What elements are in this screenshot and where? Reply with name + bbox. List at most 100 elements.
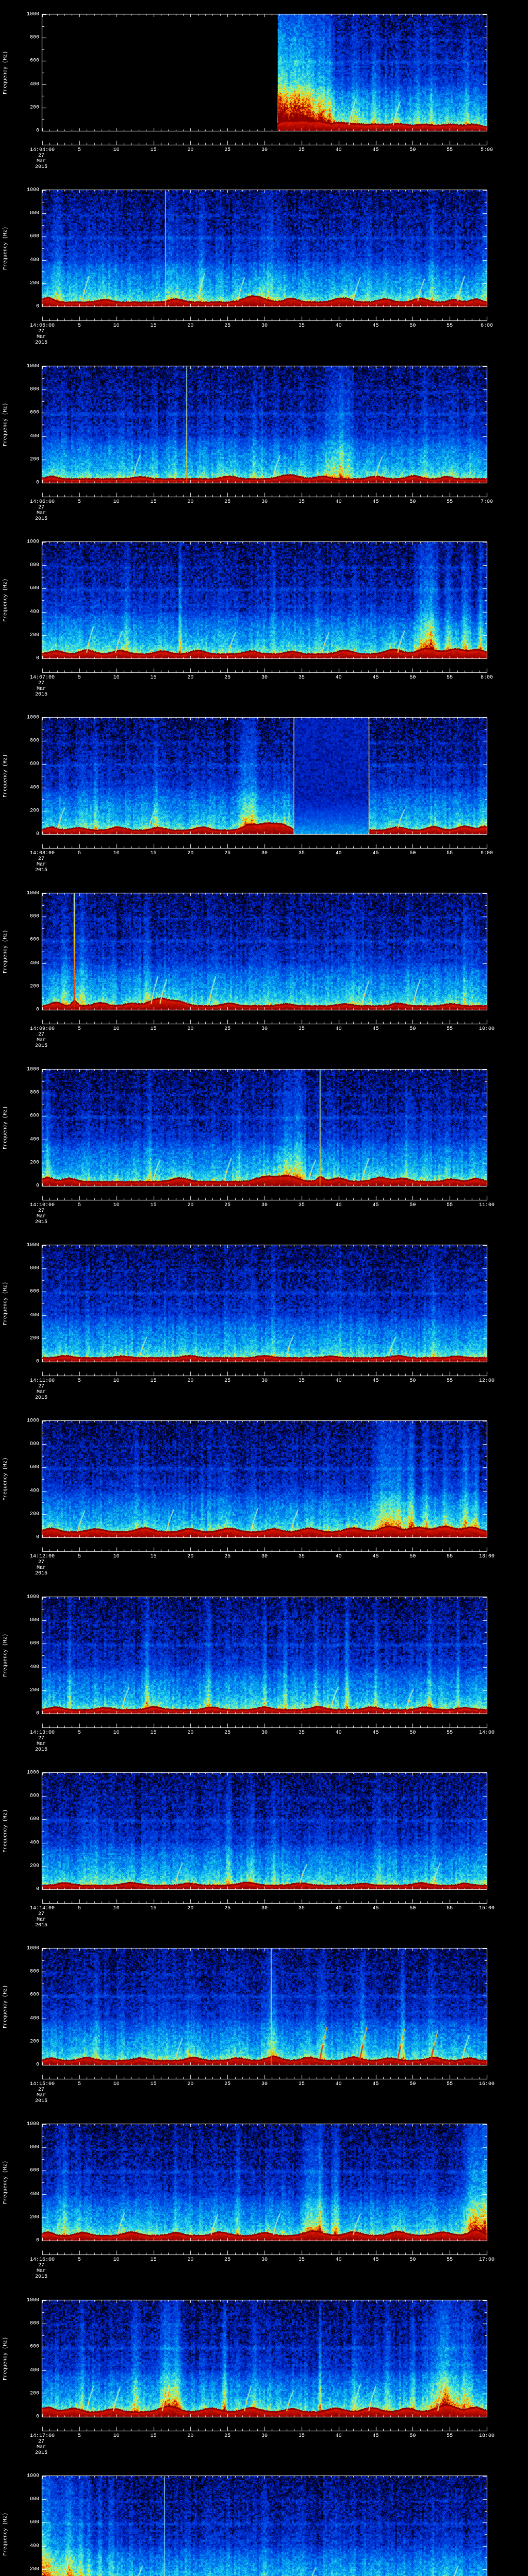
x-tick-label: 30: [261, 1905, 268, 1911]
y-tick-label: 1000: [26, 1066, 39, 1073]
y-tick-label: 600: [29, 1464, 39, 1470]
y-tick-label: 0: [36, 1710, 39, 1717]
y-tick-label: 600: [29, 410, 39, 416]
x-tick-label: 45: [372, 1026, 379, 1032]
x-tick-label: 55: [447, 1026, 453, 1032]
date-line: Mar: [36, 1741, 46, 1747]
spectrogram-panel: Frequency (Hz) 1000 800 600 400 200 0 14:04:0…: [0, 0, 528, 176]
x-tick-label: 10: [113, 499, 120, 505]
y-axis-label: Frequency (Hz): [3, 1633, 9, 1677]
x-tick-label: 35: [298, 851, 305, 857]
x-tick-label: 50: [409, 499, 416, 505]
y-tick-label: 800: [29, 1265, 39, 1272]
x-tick-label: 30: [261, 851, 268, 857]
y-axis-label: Frequency (Hz): [3, 2336, 9, 2380]
x-tick-label: 20: [187, 2433, 194, 2439]
x-tick-label: 50: [409, 2433, 416, 2439]
x-tick-label: 15: [150, 1905, 157, 1911]
date-line: Mar: [36, 1038, 46, 1044]
x-axis-end-time-label: 8:00: [480, 674, 493, 681]
y-tick-label: 200: [29, 2214, 39, 2221]
y-tick-label: 200: [29, 280, 39, 286]
y-tick-label: 800: [29, 2496, 39, 2502]
x-tick-label: 50: [409, 1905, 416, 1911]
x-tick-label: 5: [77, 499, 81, 505]
x-tick-label: 50: [409, 1202, 416, 1208]
y-axis-label: Frequency (Hz): [3, 50, 9, 95]
x-tick-label: 55: [447, 2257, 453, 2263]
x-tick-label: 50: [409, 2257, 416, 2263]
x-tick-label: 25: [224, 2433, 231, 2439]
date-line: 2015: [35, 1571, 47, 1577]
date-line: Mar: [36, 159, 46, 164]
y-tick-label: 600: [29, 2167, 39, 2174]
date-line: 27: [38, 2087, 44, 2093]
x-tick-label: 15: [150, 1202, 157, 1208]
x-tick-label: 10: [113, 1202, 120, 1208]
x-tick-label: 20: [187, 1378, 194, 1384]
x-axis-end-time-label: 13:00: [478, 1554, 495, 1560]
spectrogram-canvas: [0, 1758, 528, 1935]
x-tick-label: 10: [113, 323, 120, 329]
date-line: Mar: [36, 1917, 46, 1923]
x-tick-label: 15: [150, 147, 157, 153]
x-axis-start-time-label: 14:08:00: [29, 851, 55, 857]
date-line: 27: [38, 1383, 44, 1389]
y-tick-label: 200: [29, 2391, 39, 2397]
x-axis-start-time-label: 14:10:00: [29, 1202, 55, 1208]
y-tick-label: 0: [36, 1534, 39, 1540]
date-line: 2015: [35, 1043, 47, 1049]
y-tick-label: 400: [29, 1664, 39, 1670]
x-tick-label: 30: [261, 323, 268, 329]
x-axis-start-time-label: 14:14:00: [29, 1905, 55, 1911]
x-tick-label: 20: [187, 674, 194, 681]
x-tick-label: 35: [298, 1026, 305, 1032]
x-tick-label: 15: [150, 1730, 157, 1736]
date-line: 2015: [35, 340, 47, 346]
x-tick-label: 15: [150, 1378, 157, 1384]
y-tick-label: 1000: [26, 890, 39, 896]
x-tick-label: 50: [409, 1554, 416, 1560]
x-axis-start-time-label: 14:16:00: [29, 2257, 55, 2263]
x-tick-label: 25: [224, 1026, 231, 1032]
x-tick-label: 40: [335, 1378, 342, 1384]
x-axis-start-time-label: 14:15:00: [29, 2081, 55, 2088]
x-axis-end-time-label: 15:00: [478, 1905, 495, 1911]
x-tick-label: 30: [261, 674, 268, 681]
x-tick-label: 55: [447, 1202, 453, 1208]
spectrogram-panel: Frequency (Hz) 1000 800 600 400 200 0 14:11:0…: [0, 1230, 528, 1407]
x-tick-label: 35: [298, 1905, 305, 1911]
date-line: Mar: [36, 334, 46, 341]
x-axis-start-time-label: 14:12:00: [29, 1554, 55, 1560]
x-tick-label: 45: [372, 674, 379, 681]
x-tick-label: 20: [187, 2081, 194, 2088]
date-line: 27: [38, 2263, 44, 2269]
x-tick-label: 30: [261, 1378, 268, 1384]
x-tick-label: 40: [335, 1026, 342, 1032]
y-tick-label: 1000: [26, 11, 39, 18]
x-tick-label: 35: [298, 2257, 305, 2263]
x-tick-label: 10: [113, 674, 120, 681]
x-tick-label: 45: [372, 2257, 379, 2263]
y-tick-label: 200: [29, 632, 39, 638]
y-tick-label: 800: [29, 913, 39, 920]
x-tick-label: 30: [261, 1554, 268, 1560]
y-tick-label: 800: [29, 210, 39, 216]
x-tick-label: 40: [335, 2081, 342, 2088]
x-tick-label: 5: [77, 323, 81, 329]
x-tick-label: 45: [372, 323, 379, 329]
y-tick-label: 600: [29, 1640, 39, 1647]
y-tick-label: 1000: [26, 363, 39, 369]
date-line: Mar: [36, 1389, 46, 1395]
spectrogram-canvas: [0, 879, 528, 1055]
x-tick-label: 55: [447, 2433, 453, 2439]
x-tick-label: 55: [447, 1730, 453, 1736]
x-tick-label: 40: [335, 323, 342, 329]
x-axis-end-time-label: 5:00: [480, 147, 493, 153]
spectrogram-panel: Frequency (Hz) 1000 800 600 400 200 0 14:08:0…: [0, 703, 528, 879]
x-tick-label: 45: [372, 2081, 379, 2088]
x-tick-label: 25: [224, 147, 231, 153]
x-tick-label: 15: [150, 851, 157, 857]
y-tick-label: 1000: [26, 1770, 39, 1776]
